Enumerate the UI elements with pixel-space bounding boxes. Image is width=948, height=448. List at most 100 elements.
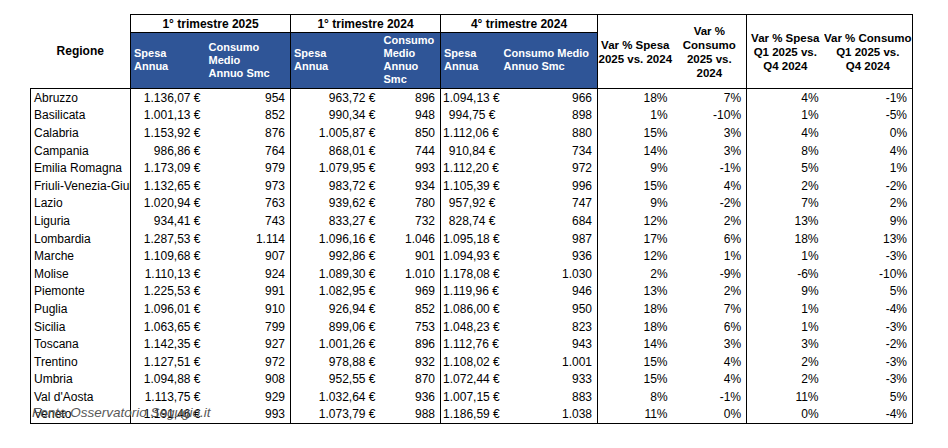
value-cell: 1.178,08 €: [441, 265, 501, 283]
value-cell: 8%: [747, 142, 824, 160]
value-cell: 18%: [598, 318, 673, 336]
value-cell: 18%: [747, 230, 824, 248]
value-cell: 1.153,92 €: [131, 124, 206, 142]
value-cell: 987: [501, 230, 598, 248]
table-row: Liguria934,41 €743833,27 €732828,74 €684…: [31, 212, 913, 230]
value-cell: 936: [381, 388, 441, 406]
column-header-spesa-annua-q1-2025: Spesa Annua: [131, 33, 206, 89]
value-cell: 1.094,88 €: [131, 371, 206, 389]
value-cell: 9%: [824, 212, 913, 230]
value-cell: 3%: [673, 124, 747, 142]
value-cell: 4%: [673, 353, 747, 371]
value-cell: 0%: [673, 406, 747, 424]
value-cell: 7%: [673, 300, 747, 318]
table-row: Calabria1.153,92 €8761.005,87 €8501.112,…: [31, 124, 913, 142]
value-cell: 6%: [673, 318, 747, 336]
column-header-var-consumo-yoy: Var % Consumo 2025 vs. 2024: [673, 15, 747, 89]
table-row: Abruzzo1.136,07 €954963,72 €8961.094,13 …: [31, 89, 913, 107]
value-cell: 2%: [747, 177, 824, 195]
value-cell: -6%: [747, 265, 824, 283]
table-row: Toscana1.142,35 €9271.001,26 €8961.112,7…: [31, 335, 913, 353]
value-cell: 764: [206, 142, 291, 160]
value-cell: 988: [381, 406, 441, 424]
value-cell: 5%: [747, 159, 824, 177]
value-cell: 1.110,13 €: [131, 265, 206, 283]
value-cell: 973: [206, 177, 291, 195]
value-cell: 734: [501, 142, 598, 160]
value-cell: 3%: [673, 142, 747, 160]
value-cell: 8%: [598, 388, 673, 406]
value-cell: 870: [381, 371, 441, 389]
value-cell: 753: [381, 318, 441, 336]
value-cell: 13%: [747, 212, 824, 230]
value-cell: 18%: [598, 300, 673, 318]
value-cell: 1%: [598, 107, 673, 125]
value-cell: -5%: [824, 107, 913, 125]
value-cell: 1.096,01 €: [131, 300, 206, 318]
column-header-consumo-q1-2024: Consumo Medio Annuo Smc: [381, 33, 441, 89]
value-cell: 744: [381, 142, 441, 160]
value-cell: 992,86 €: [291, 247, 381, 265]
table-row: Umbria1.094,88 €908952,55 €8701.072,44 €…: [31, 371, 913, 389]
column-header-var-spesa-qoq: Var % Spesa Q1 2025 vs. Q4 2024: [747, 15, 824, 89]
value-cell: 2%: [673, 283, 747, 301]
value-cell: -4%: [824, 300, 913, 318]
region-name: Umbria: [31, 371, 131, 389]
value-cell: 823: [501, 318, 598, 336]
value-cell: 1.038: [501, 406, 598, 424]
value-cell: 1.010: [381, 265, 441, 283]
value-cell: 1%: [747, 318, 824, 336]
value-cell: 910: [206, 300, 291, 318]
value-cell: 1.005,87 €: [291, 124, 381, 142]
value-cell: 4%: [747, 89, 824, 107]
value-cell: 883: [501, 388, 598, 406]
value-cell: 1.186,59 €: [441, 406, 501, 424]
value-cell: 780: [381, 195, 441, 213]
value-cell: -10%: [824, 265, 913, 283]
table-row: Sicilia1.063,65 €799899,06 €7531.048,23 …: [31, 318, 913, 336]
value-cell: 4%: [747, 124, 824, 142]
value-cell: -9%: [673, 265, 747, 283]
table-row: Basilicata1.001,13 €852990,34 €948994,75…: [31, 107, 913, 125]
value-cell: 7%: [673, 89, 747, 107]
region-name: Sicilia: [31, 318, 131, 336]
value-cell: -3%: [824, 353, 913, 371]
value-cell: 7%: [747, 195, 824, 213]
value-cell: 743: [206, 212, 291, 230]
value-cell: 1.112,76 €: [441, 335, 501, 353]
value-cell: 907: [206, 247, 291, 265]
value-cell: -2%: [673, 195, 747, 213]
value-cell: 908: [206, 371, 291, 389]
value-cell: 1.030: [501, 265, 598, 283]
value-cell: 1.063,65 €: [131, 318, 206, 336]
value-cell: 1.287,53 €: [131, 230, 206, 248]
value-cell: 4%: [673, 177, 747, 195]
value-cell: 936: [501, 247, 598, 265]
value-cell: 15%: [598, 124, 673, 142]
value-cell: 1.086,00 €: [441, 300, 501, 318]
value-cell: 1.073,79 €: [291, 406, 381, 424]
value-cell: 993: [381, 159, 441, 177]
value-cell: 0%: [824, 124, 913, 142]
value-cell: 957,92 €: [441, 195, 501, 213]
value-cell: 1.095,18 €: [441, 230, 501, 248]
value-cell: 1.173,09 €: [131, 159, 206, 177]
value-cell: 966: [501, 89, 598, 107]
value-cell: 1.032,64 €: [291, 388, 381, 406]
value-cell: 763: [206, 195, 291, 213]
regional-gas-cost-table: Regione 1° trimestre 2025 1° trimestre 2…: [30, 14, 913, 424]
region-name: Puglia: [31, 300, 131, 318]
table-row: Trentino1.127,51 €972978,88 €9321.108,02…: [31, 353, 913, 371]
value-cell: 901: [381, 247, 441, 265]
value-cell: 952,55 €: [291, 371, 381, 389]
column-header-var-consumo-qoq: Var % Consumo Q1 2025 vs. Q4 2024: [824, 15, 913, 89]
value-cell: -1%: [824, 89, 913, 107]
value-cell: 990,34 €: [291, 107, 381, 125]
value-cell: 934: [381, 177, 441, 195]
region-name: Toscana: [31, 335, 131, 353]
value-cell: 972: [206, 353, 291, 371]
value-cell: 5%: [824, 388, 913, 406]
table-row: Molise1.110,13 €9241.089,30 €1.0101.178,…: [31, 265, 913, 283]
value-cell: 14%: [598, 335, 673, 353]
region-name: Liguria: [31, 212, 131, 230]
